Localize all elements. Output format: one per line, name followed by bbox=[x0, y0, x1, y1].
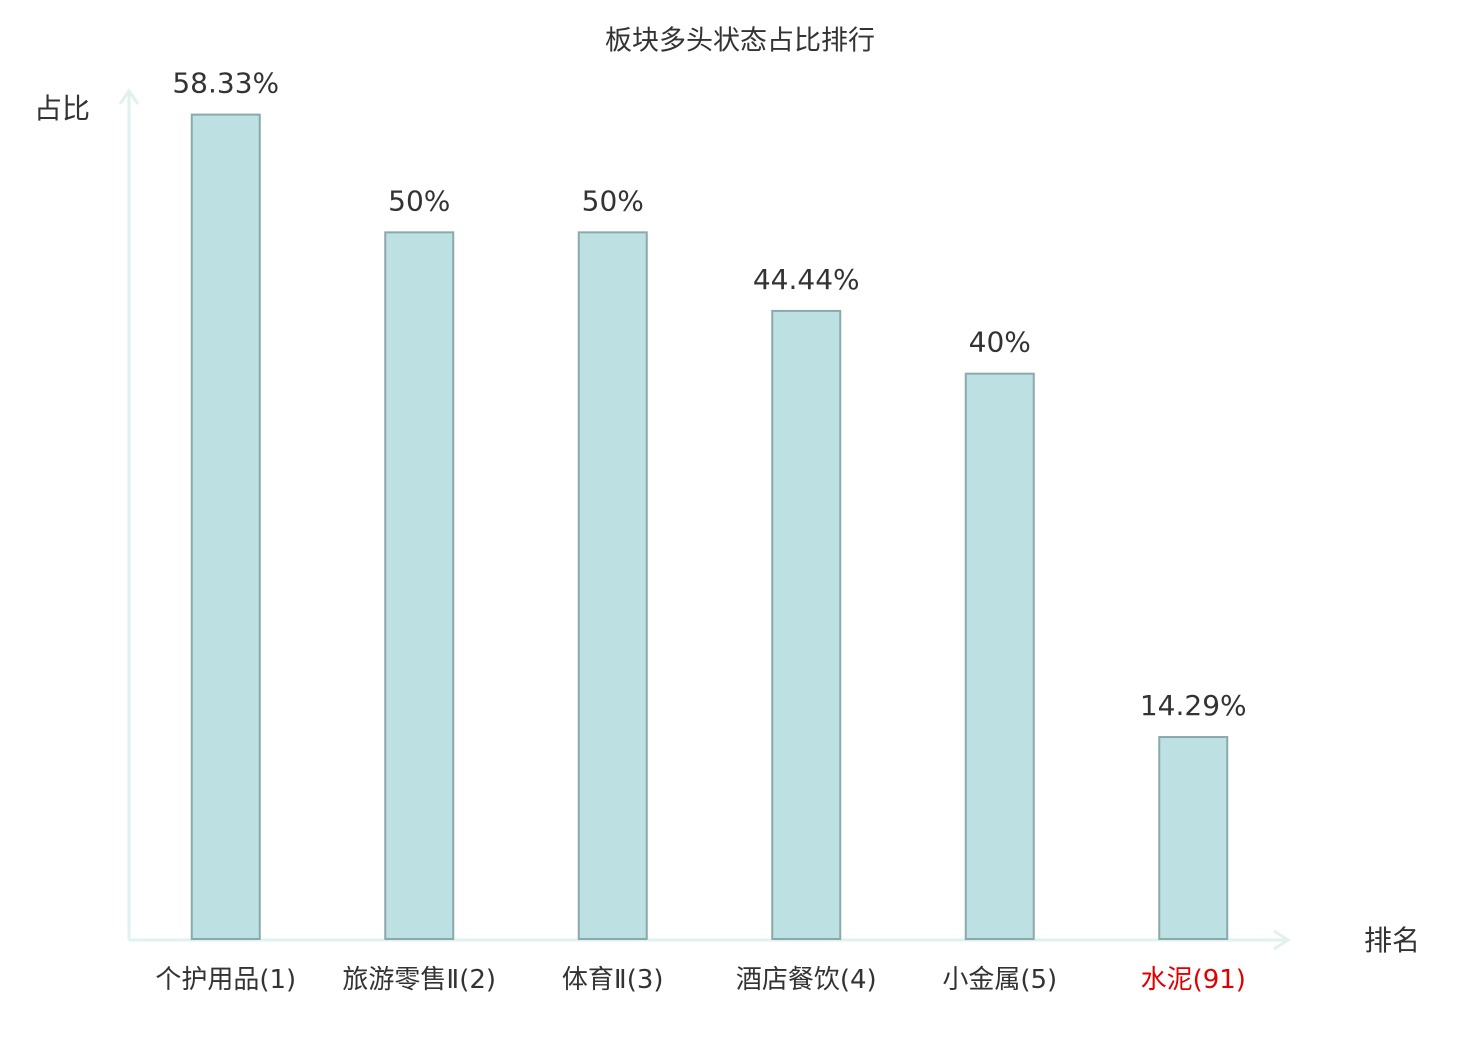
x-arrow bbox=[1273, 929, 1291, 951]
value-label: 50% bbox=[582, 184, 644, 217]
axes bbox=[118, 88, 1291, 951]
y-arrow bbox=[118, 88, 140, 105]
y-axis-label: 占比 bbox=[34, 92, 90, 125]
bar bbox=[384, 231, 455, 941]
bar bbox=[1158, 736, 1229, 940]
value-label: 50% bbox=[388, 184, 450, 217]
value-label: 58.33% bbox=[172, 67, 279, 100]
value-label: 40% bbox=[969, 326, 1031, 359]
bar bbox=[771, 309, 842, 940]
bar bbox=[577, 231, 648, 941]
x-tick-label: 酒店餐饮(4) bbox=[735, 965, 877, 995]
x-tick-label: 水泥(91) bbox=[1140, 965, 1246, 995]
chart-title: 板块多头状态占比排行 bbox=[605, 26, 875, 57]
bar bbox=[964, 372, 1035, 940]
x-tick-label: 小金属(5) bbox=[942, 965, 1058, 995]
x-tick-label: 个护用品(1) bbox=[155, 965, 297, 995]
bar bbox=[190, 113, 261, 941]
x-tick-label: 旅游零售Ⅱ(2) bbox=[342, 965, 497, 995]
value-label: 44.44% bbox=[753, 263, 860, 296]
value-label: 14.29% bbox=[1140, 689, 1247, 722]
x-axis-label: 排名 bbox=[1364, 924, 1420, 957]
x-tick-label: 体育Ⅱ(3) bbox=[561, 965, 664, 995]
